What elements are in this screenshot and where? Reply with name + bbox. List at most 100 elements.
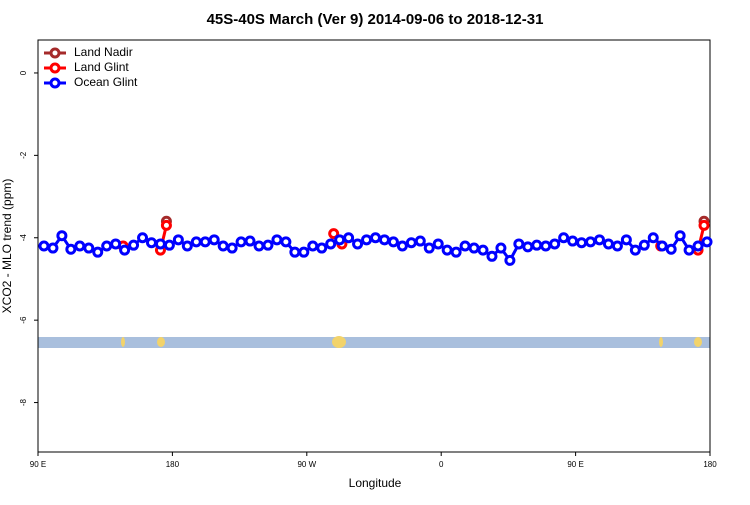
data-point [110,238,122,250]
land-patch [659,337,663,347]
data-point [585,236,597,248]
data-point [602,238,614,250]
data-point [137,232,149,244]
data-point [665,243,677,255]
data-point [396,240,408,252]
data-point [316,242,328,254]
data-point [674,230,686,242]
data-point [47,242,59,254]
data-point [414,235,426,247]
data-point [647,232,659,244]
data-point [280,236,292,248]
data-point [343,232,355,244]
data-point [432,238,444,250]
data-point [495,242,507,254]
data-point [698,219,710,231]
y-tick-label: 0 [19,70,28,75]
data-point [208,234,220,246]
data-point [145,237,157,249]
data-point [226,242,238,254]
y-tick-label: -2 [19,151,28,159]
y-tick-label: -4 [19,234,28,242]
data-point [253,240,265,252]
data-point [101,240,113,252]
data-point [235,236,247,248]
data-point [549,238,561,250]
data-point [83,242,95,254]
x-tick-label: 90 E [567,460,583,469]
data-point [369,232,381,244]
data-point [405,237,417,249]
data-point [289,246,301,258]
data-point [558,232,570,244]
data-point [334,234,346,246]
data-point [522,241,534,253]
land-patch [157,337,165,347]
data-point [172,234,184,246]
data-point [262,239,274,251]
data-point [486,250,498,262]
legend-label: Land Glint [74,60,129,74]
data-point [328,228,340,240]
data-point [298,246,310,258]
data-point [468,242,480,254]
data-point [459,240,471,252]
data-point [38,240,50,252]
chart-title: 45S-40S March (Ver 9) 2014-09-06 to 2018… [207,11,544,28]
x-tick-label: 90 W [297,460,316,469]
data-point [593,234,605,246]
data-point [244,235,256,247]
data-point [119,244,131,256]
land-patch [121,337,125,347]
y-axis-label: XCO2 - MLO trend (ppm) [0,179,14,314]
y-tick-label: -6 [19,316,28,324]
x-tick-label: 0 [439,460,444,469]
data-point [307,240,319,252]
data-point [683,244,695,256]
x-tick-label: 90 E [30,460,46,469]
data-point [567,235,579,247]
data-point [271,234,283,246]
data-point [181,240,193,252]
data-point [620,234,632,246]
data-point [656,240,668,252]
data-point [352,238,364,250]
data-point [199,236,211,248]
land-patch [332,336,346,348]
data-point [217,240,229,252]
legend-label: Land Nadir [74,45,133,59]
data-point [387,236,399,248]
legend-marker [49,62,61,74]
data-point [692,240,704,252]
data-point [160,219,172,231]
data-point [441,244,453,256]
land-patch [694,337,702,347]
data-point [504,254,516,266]
data-point [190,236,202,248]
data-point [163,239,175,251]
data-point [56,230,68,242]
y-tick-label: -8 [19,398,28,406]
data-point [540,240,552,252]
x-tick-label: 180 [166,460,180,469]
data-point [92,246,104,258]
data-point [378,234,390,246]
data-point [477,244,489,256]
legend-marker [49,77,61,89]
x-tick-label: 180 [703,460,717,469]
data-point [154,238,166,250]
data-point [325,238,337,250]
data-point [361,234,373,246]
data-point [513,238,525,250]
data-point [531,239,543,251]
data-point [611,240,623,252]
data-point [450,246,462,258]
legend-label: Ocean Glint [74,75,138,89]
data-point [701,236,713,248]
data-point [128,239,140,251]
data-point [423,242,435,254]
x-axis-label: Longitude [349,476,402,490]
surface-strip [38,337,710,348]
